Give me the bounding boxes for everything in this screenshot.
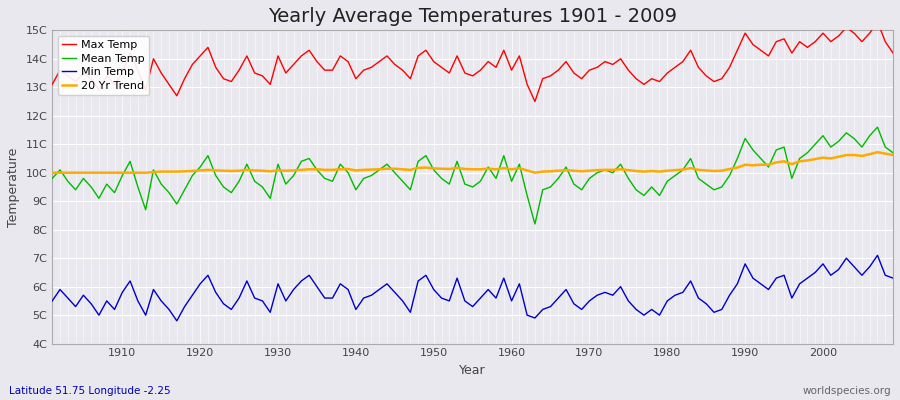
- Text: worldspecies.org: worldspecies.org: [803, 386, 891, 396]
- Mean Temp: [281, 182, 292, 186]
- 20 Yr Trend: [327, 168, 338, 172]
- Max Temp: [327, 68, 338, 72]
- Line: 20 Yr Trend: 20 Yr Trend: [52, 152, 893, 173]
- 20 Yr Trend: [599, 168, 610, 172]
- Min Temp: [47, 298, 58, 303]
- 20 Yr Trend: [506, 167, 517, 172]
- Text: Latitude 51.75 Longitude -2.25: Latitude 51.75 Longitude -2.25: [9, 386, 171, 396]
- Min Temp: [335, 282, 346, 286]
- Max Temp: [887, 51, 898, 56]
- Max Temp: [872, 19, 883, 24]
- Mean Temp: [608, 170, 618, 175]
- Min Temp: [171, 318, 182, 323]
- Line: Mean Temp: Mean Temp: [52, 127, 893, 224]
- Legend: Max Temp, Mean Temp, Min Temp, 20 Yr Trend: Max Temp, Mean Temp, Min Temp, 20 Yr Tre…: [58, 36, 149, 95]
- Mean Temp: [529, 222, 540, 226]
- 20 Yr Trend: [887, 153, 898, 158]
- Min Temp: [514, 282, 525, 286]
- 20 Yr Trend: [281, 168, 292, 173]
- 20 Yr Trend: [47, 170, 58, 175]
- Max Temp: [506, 68, 517, 72]
- Mean Temp: [327, 179, 338, 184]
- 20 Yr Trend: [109, 170, 120, 175]
- Min Temp: [608, 293, 618, 298]
- Max Temp: [47, 82, 58, 87]
- Min Temp: [506, 298, 517, 303]
- Mean Temp: [887, 150, 898, 155]
- Title: Yearly Average Temperatures 1901 - 2009: Yearly Average Temperatures 1901 - 2009: [268, 7, 677, 26]
- Max Temp: [608, 62, 618, 67]
- Min Temp: [887, 276, 898, 280]
- X-axis label: Year: Year: [459, 364, 486, 377]
- Max Temp: [109, 82, 120, 87]
- Max Temp: [499, 48, 509, 53]
- Y-axis label: Temperature: Temperature: [7, 147, 20, 227]
- Mean Temp: [499, 153, 509, 158]
- Max Temp: [281, 71, 292, 76]
- Mean Temp: [47, 176, 58, 181]
- Max Temp: [529, 99, 540, 104]
- Mean Temp: [109, 190, 120, 195]
- Min Temp: [288, 287, 299, 292]
- Min Temp: [872, 253, 883, 258]
- Mean Temp: [872, 125, 883, 130]
- Line: Min Temp: Min Temp: [52, 255, 893, 321]
- 20 Yr Trend: [499, 166, 509, 170]
- 20 Yr Trend: [872, 150, 883, 155]
- Line: Max Temp: Max Temp: [52, 22, 893, 102]
- Min Temp: [109, 307, 120, 312]
- Mean Temp: [506, 179, 517, 184]
